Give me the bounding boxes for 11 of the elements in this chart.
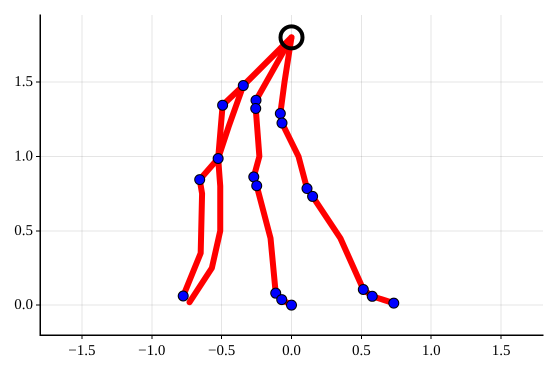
x-tick-label: 0.0 — [282, 342, 301, 359]
y-tick-label: 1.0 — [14, 148, 33, 164]
x-tick-label: −1.0 — [138, 342, 166, 359]
y-tick-label: 0.0 — [14, 297, 33, 314]
y-tick-label: 1.5 — [14, 74, 33, 90]
y-tick-label: 0.5 — [14, 222, 33, 239]
x-tick-label: −0.5 — [208, 342, 236, 359]
x-tick-label: 1.5 — [492, 342, 510, 359]
x-tick-label: 0.5 — [352, 342, 371, 359]
x-tick-label: 1.0 — [422, 342, 441, 359]
x-tick-label: −1.5 — [68, 342, 96, 359]
